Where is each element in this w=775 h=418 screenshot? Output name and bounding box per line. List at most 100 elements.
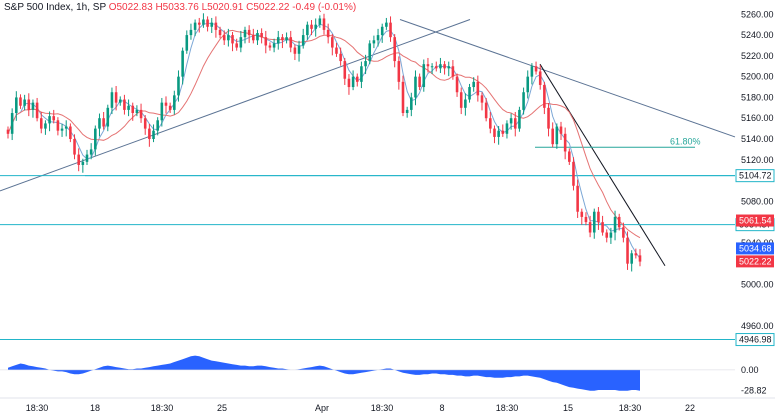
candle-body: [397, 61, 401, 82]
candle-body: [123, 99, 126, 110]
price-badge-label: 5022.22: [739, 256, 772, 266]
time-tick-label: 22: [685, 403, 695, 413]
ascending-trendline: [0, 19, 471, 192]
price-badge-label: 5061.54: [739, 216, 772, 226]
price-tick-label: 5080.00: [741, 196, 774, 206]
candle-body: [588, 222, 592, 233]
candle-body: [164, 102, 168, 106]
candle-body: [318, 18, 322, 25]
candle-body: [617, 216, 621, 228]
candle-body: [31, 102, 35, 110]
candle-body: [268, 45, 272, 48]
candle-body: [630, 253, 633, 264]
oscillator-area: [8, 355, 640, 391]
candle-body: [293, 47, 297, 54]
candle-body: [414, 76, 417, 98]
candle-body: [160, 102, 164, 121]
high-value: H5033.76: [155, 2, 199, 13]
candle-body: [418, 76, 421, 88]
candle-body: [218, 29, 222, 36]
candle-body: [355, 76, 359, 82]
time-tick-label: 8: [439, 403, 444, 413]
price-tick-label: 5160.00: [741, 113, 774, 123]
candle-body: [455, 76, 459, 93]
price-badge: [736, 214, 774, 227]
candle-body: [364, 61, 367, 67]
candle-body: [526, 76, 530, 93]
candle-body: [597, 211, 600, 223]
time-axis[interactable]: 18:30 18 18:30 25 Apr 18:30 8 18:30 15 18:30 22: [0, 397, 775, 413]
candle-body: [289, 37, 293, 48]
fib-label: 61.80%: [670, 136, 701, 146]
moving-average-fast: [7, 22, 641, 259]
candle-body: [322, 18, 326, 30]
candle-body: [347, 78, 351, 88]
oscillator-badge: [736, 384, 774, 397]
candle-body: [385, 22, 388, 27]
candle-body: [222, 35, 226, 41]
candle-body: [489, 118, 492, 129]
candle-body: [513, 118, 517, 129]
candle-body: [15, 97, 18, 114]
candle-body: [547, 107, 550, 129]
candle-body: [77, 154, 80, 165]
candle-body: [434, 66, 438, 69]
candle-body: [551, 128, 554, 145]
level-badge: [735, 333, 775, 347]
candle-body: [335, 47, 338, 54]
trend-lines-layer: [0, 19, 736, 267]
candle-body: [118, 99, 122, 103]
candle-body: [543, 84, 546, 108]
candle-body: [380, 26, 384, 36]
candle-body: [555, 126, 559, 145]
candle-body: [339, 53, 342, 62]
price-tick-label: 5180.00: [741, 92, 774, 102]
candle-body: [518, 109, 521, 129]
candle-body: [276, 37, 280, 44]
moving-average-slow: [7, 29, 641, 239]
candle-body: [64, 126, 68, 129]
candle-body: [559, 126, 563, 134]
candle-body: [634, 253, 638, 256]
candle-body: [106, 107, 110, 127]
candle-body: [326, 29, 330, 38]
candle-body: [464, 99, 467, 108]
candle-body: [497, 130, 500, 137]
candle-body: [239, 37, 243, 48]
level-badge-label: 5104.72: [739, 171, 772, 181]
candle-body: [35, 102, 39, 119]
candle-body: [131, 105, 135, 114]
candle-body: [638, 255, 642, 262]
time-tick-label: 18:30: [26, 403, 49, 413]
chart-header: S&P 500 Index, 1h, SP O5022.83 H5033.76 …: [4, 2, 356, 13]
candle-body: [314, 24, 317, 29]
candle-body: [85, 154, 89, 162]
candle-body: [568, 151, 571, 162]
candle-body: [480, 95, 484, 103]
candle-body: [626, 237, 629, 264]
price-axis[interactable]: 5260.00 5240.00 5220.00 5200.00 5180.00 5160.…: [735, 9, 775, 347]
candle-body: [139, 109, 143, 119]
candle-body: [605, 232, 609, 238]
candle-body: [430, 66, 434, 68]
candle-body: [243, 29, 247, 38]
price-tick-label: 5000.00: [741, 279, 774, 289]
candle-body: [360, 66, 363, 82]
candle-body: [405, 109, 409, 114]
candle-body: [60, 128, 64, 131]
candle-body: [538, 71, 542, 85]
candle-body: [256, 33, 259, 41]
price-badge: [736, 255, 774, 268]
candle-body: [206, 19, 209, 27]
candle-body: [235, 43, 238, 48]
oscillator-pane: 0.00 -28.82: [0, 355, 774, 397]
candle-body: [214, 22, 218, 30]
candle-body: [264, 37, 268, 46]
candle-body: [135, 109, 139, 114]
candle-body: [227, 35, 230, 41]
candle-body: [56, 120, 60, 131]
candle-body: [422, 64, 426, 88]
candle-body: [476, 81, 480, 96]
price-badge: [736, 242, 774, 255]
